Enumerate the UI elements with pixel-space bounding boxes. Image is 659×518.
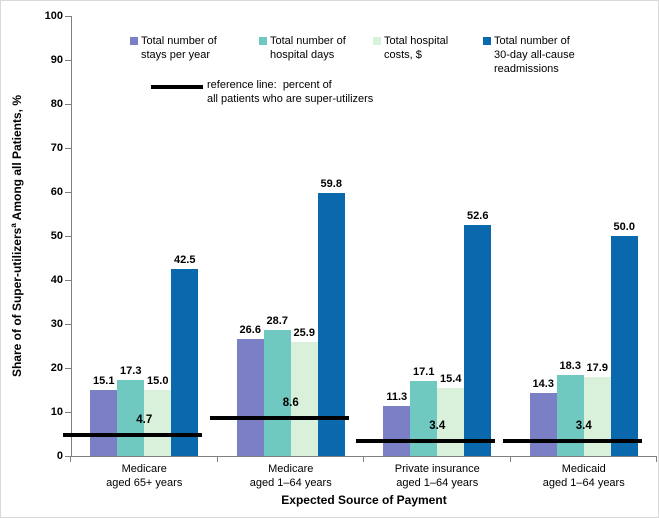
y-tick-label: 0 — [56, 450, 63, 462]
bar-value-label: 14.3 — [532, 378, 554, 391]
y-tick-label: 60 — [50, 186, 63, 198]
reference-line — [63, 433, 202, 438]
y-axis-tick — [65, 103, 71, 105]
bar — [610, 236, 638, 456]
y-axis-title-text-2: Among all Patients, % — [10, 94, 24, 224]
bar-value-label: 28.7 — [266, 314, 288, 327]
y-axis-line — [71, 16, 72, 456]
reference-value-label: 4.7 — [136, 414, 153, 427]
y-tick-label: 80 — [50, 98, 63, 110]
y-axis-tick — [65, 279, 71, 281]
y-axis-tick — [65, 235, 71, 237]
y-axis-tick — [65, 455, 71, 457]
bar-value-label: 18.3 — [559, 360, 581, 373]
legend-swatch — [483, 37, 491, 45]
bar — [437, 388, 465, 456]
x-axis-title: Expected Source of Payment — [281, 493, 447, 507]
legend-swatch — [130, 37, 138, 45]
y-axis-tick — [65, 323, 71, 325]
y-axis-tick — [65, 147, 71, 149]
bar-value-label: 15.0 — [147, 375, 169, 387]
x-axis-tick — [363, 457, 364, 462]
bar — [529, 393, 557, 456]
bar-value-label: 17.1 — [413, 365, 435, 378]
legend-item-label: Total number of 30-day all-cause readmis… — [494, 35, 575, 75]
bar-value-label: 42.5 — [174, 254, 196, 266]
bar-value-label: 15.4 — [440, 373, 462, 386]
y-tick-label: 20 — [50, 362, 63, 374]
y-tick-label: 90 — [50, 54, 63, 66]
bar — [410, 380, 438, 456]
bar — [144, 390, 172, 456]
bar-value-label: 25.9 — [293, 327, 315, 340]
reference-value-label: 8.6 — [282, 397, 299, 410]
bar-value-label: 17.9 — [586, 362, 608, 375]
reference-line — [502, 439, 642, 444]
bar — [583, 377, 611, 456]
legend-item-label: Total number of stays per year — [141, 35, 217, 61]
x-axis-line — [71, 456, 657, 457]
bar-value-label: 59.8 — [320, 177, 342, 190]
y-tick-label: 100 — [44, 10, 63, 22]
bar — [117, 379, 145, 456]
x-axis-tick — [656, 457, 657, 462]
y-axis-title-superscript: a — [9, 223, 18, 228]
x-axis-tick — [509, 457, 511, 462]
bar — [556, 375, 584, 456]
y-axis-tick — [65, 411, 71, 413]
legend-item-label: Total number of hospital days — [270, 35, 346, 61]
bar — [317, 192, 345, 456]
y-axis-tick — [65, 59, 71, 61]
bar — [290, 342, 318, 456]
x-axis-tick — [216, 457, 218, 462]
y-tick-label: 50 — [50, 230, 63, 242]
reference-line — [209, 416, 349, 421]
y-axis-tick — [65, 191, 71, 193]
x-category-label: Medicaid aged 1–64 years — [542, 463, 625, 489]
bar-value-label: 17.3 — [120, 364, 142, 377]
x-category-label: Private insurance aged 1–64 years — [394, 463, 480, 489]
y-axis-tick — [65, 367, 71, 369]
bar — [90, 389, 118, 456]
bar-value-label: 15.1 — [93, 374, 115, 387]
y-axis-tick — [65, 15, 71, 17]
bar — [263, 329, 291, 456]
y-axis-title: Share of of Super-utilizersa Among all P… — [4, 6, 24, 466]
legend-item-label: Total hospital costs, $ — [384, 35, 449, 61]
bar — [236, 338, 264, 456]
legend-swatch — [259, 37, 267, 45]
x-category-label: Medicare aged 1–64 years — [249, 463, 332, 489]
bar — [464, 224, 492, 456]
y-tick-label: 70 — [50, 142, 63, 154]
x-axis-tick — [70, 457, 71, 462]
bar — [171, 269, 199, 456]
bar-value-label: 52.6 — [467, 209, 489, 222]
reference-value-label: 3.4 — [575, 420, 592, 433]
legend-reference-line-label: reference line: percent of all patients … — [207, 79, 374, 105]
y-tick-label: 40 — [50, 274, 63, 286]
y-axis-title-text: Share of of Super-utilizers — [10, 227, 24, 378]
x-category-label: Medicare aged 65+ years — [106, 463, 183, 489]
legend-swatch — [373, 37, 381, 45]
y-tick-label: 10 — [50, 406, 63, 418]
bar-value-label: 11.3 — [386, 391, 408, 404]
y-tick-label: 30 — [50, 318, 63, 330]
reference-line — [356, 439, 495, 444]
bar — [383, 406, 411, 456]
reference-value-label: 3.4 — [429, 420, 446, 433]
bar-value-label: 26.6 — [239, 323, 261, 336]
bar-value-label: 50.0 — [613, 221, 635, 233]
legend-reference-line-swatch — [151, 85, 203, 89]
